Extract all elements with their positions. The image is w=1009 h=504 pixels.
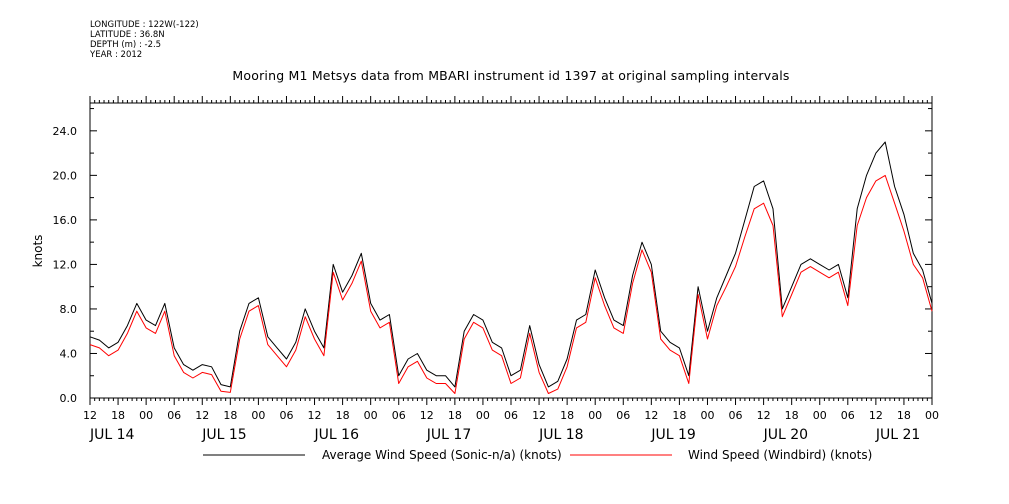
x-tick-label: 00	[813, 409, 827, 422]
x-tick-label: 00	[251, 409, 265, 422]
x-tick-label: 06	[167, 409, 181, 422]
x-tick-label: 12	[869, 409, 883, 422]
x-tick-label: 00	[139, 409, 153, 422]
x-tick-label: 00	[364, 409, 378, 422]
year-text: YEAR : 2012	[90, 50, 143, 60]
y-tick-label: 24.0	[53, 125, 78, 138]
x-tick-label: 18	[336, 409, 350, 422]
x-tick-label: 12	[532, 409, 546, 422]
x-tick-label: 00	[588, 409, 602, 422]
y-tick-label: 0.0	[60, 392, 78, 405]
x-tick-label: 18	[448, 409, 462, 422]
x-tick-label: 06	[841, 409, 855, 422]
x-tick-label: 00	[925, 409, 939, 422]
x-tick-label: 18	[672, 409, 686, 422]
x-tick-label: 06	[392, 409, 406, 422]
x-tick-label: 00	[700, 409, 714, 422]
x-tick-label: 12	[420, 409, 434, 422]
x-tick-label: 18	[897, 409, 911, 422]
x-day-label: JUL 21	[875, 427, 920, 443]
x-tick-label: 18	[223, 409, 237, 422]
x-tick-label: 12	[308, 409, 322, 422]
plot-frame	[89, 102, 933, 399]
chart-title: Mooring M1 Metsys data from MBARI instru…	[232, 68, 790, 83]
x-day-label: JUL 17	[426, 427, 471, 443]
axis-ticks	[89, 96, 933, 405]
x-day-label: JUL 16	[314, 427, 360, 443]
y-axis-title: knots	[31, 235, 45, 268]
x-tick-label: 00	[476, 409, 490, 422]
x-tick-label: 12	[644, 409, 658, 422]
x-day-label: JUL 14	[89, 427, 135, 443]
x-tick-label: 12	[757, 409, 771, 422]
x-tick-label: 06	[616, 409, 630, 422]
legend-label-average: Average Wind Speed (Sonic-n/a) (knots)	[322, 448, 562, 462]
x-day-label: JUL 15	[201, 427, 246, 443]
longitude-text: LONGITUDE : 122W(-122)	[90, 20, 199, 30]
y-tick-label: 8.0	[60, 303, 78, 316]
y-tick-label: 12.0	[53, 258, 78, 271]
x-day-label: JUL 18	[538, 427, 583, 443]
y-tick-label: 20.0	[53, 169, 78, 182]
latitude-text: LATITUDE : 36.8N	[90, 30, 165, 40]
legend: Average Wind Speed (Sonic-n/a) (knots) W…	[203, 448, 872, 462]
series-line-average-wind-speed	[89, 141, 933, 388]
x-tick-label: 18	[111, 409, 125, 422]
x-day-label: JUL 19	[650, 427, 695, 443]
y-tick-label: 4.0	[60, 347, 78, 360]
x-tick-label: 06	[504, 409, 518, 422]
axis-labels: 0.0 4.0 8.0 12.0 16.0 20.0 24.0 12 18 00 06 12 18 00 0…	[53, 125, 940, 443]
x-tick-label: 18	[785, 409, 799, 422]
x-tick-label: 06	[729, 409, 743, 422]
y-tick-label: 16.0	[53, 214, 78, 227]
depth-text: DEPTH (m) : -2.5	[90, 40, 162, 50]
series-line-windbird-wind-speed	[89, 174, 933, 394]
x-tick-label: 06	[279, 409, 293, 422]
x-tick-label: 12	[83, 409, 97, 422]
series-layer	[89, 141, 933, 394]
legend-label-windbird: Wind Speed (Windbird) (knots)	[688, 448, 872, 462]
metadata-block: LONGITUDE : 122W(-122) LATITUDE : 36.8N …	[90, 20, 199, 60]
x-day-label: JUL 20	[763, 427, 808, 443]
x-tick-label: 12	[195, 409, 209, 422]
x-tick-label: 18	[560, 409, 574, 422]
